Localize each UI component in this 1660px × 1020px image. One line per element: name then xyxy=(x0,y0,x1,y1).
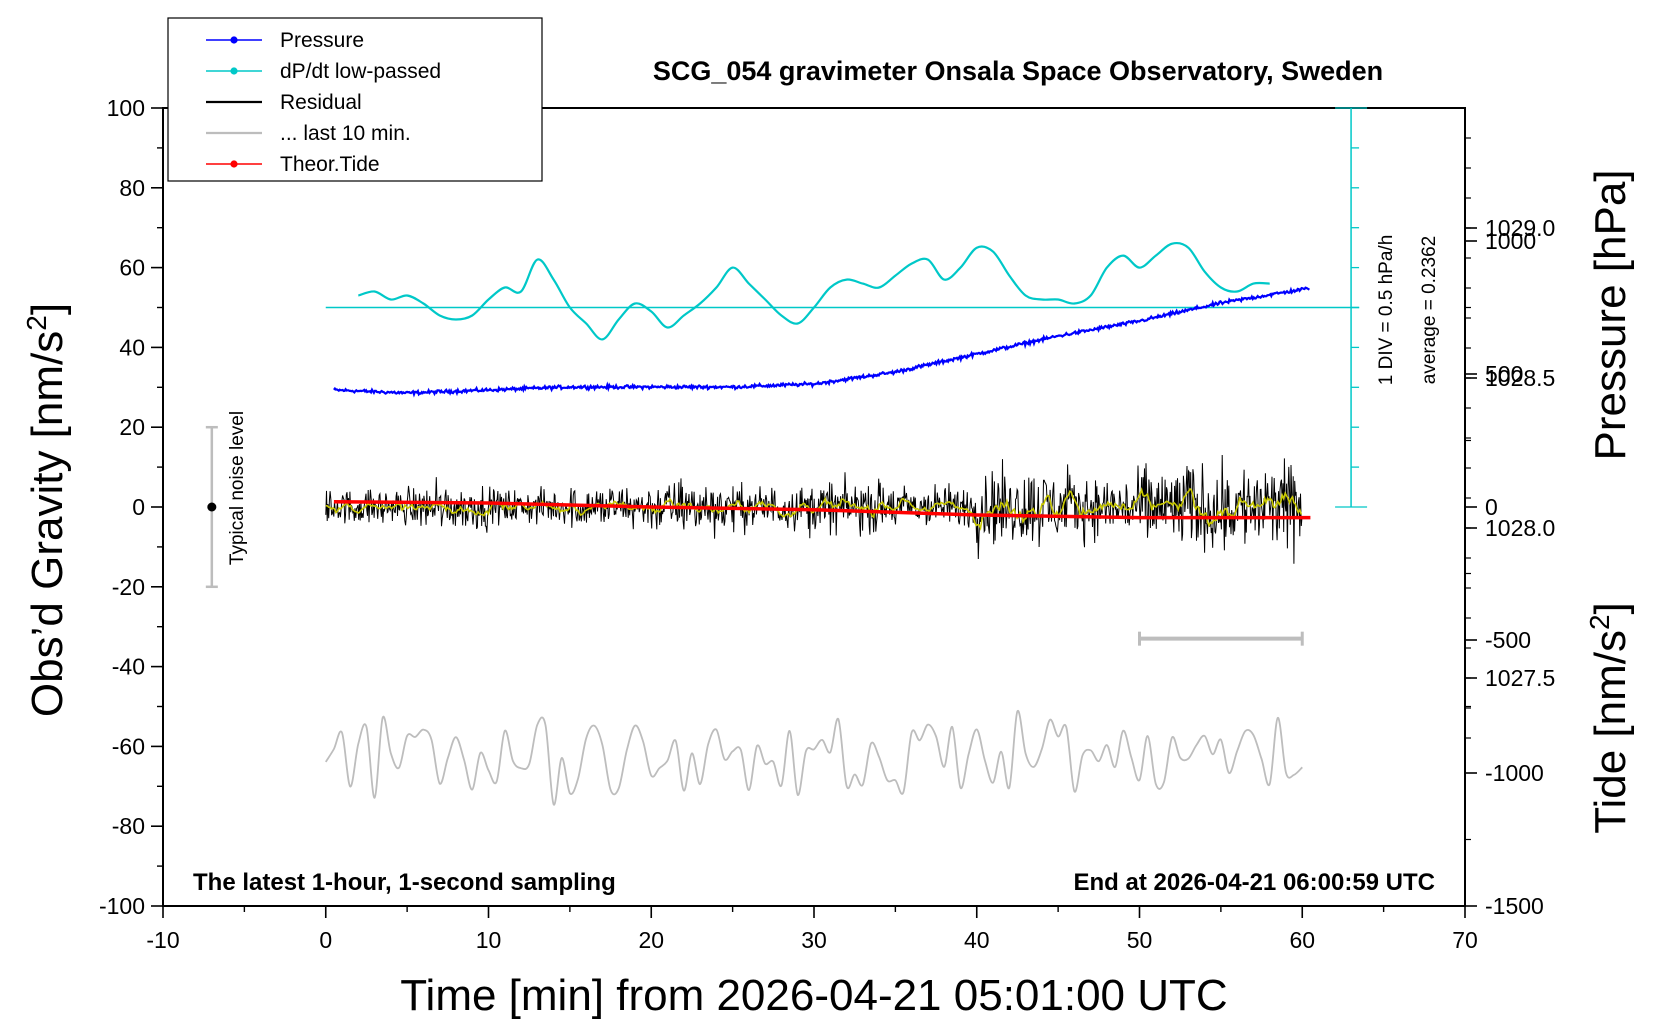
y-tick-label: -40 xyxy=(112,654,145,680)
y-axis-label-left: Obs’d Gravity [nm/s2] xyxy=(21,303,72,717)
y-axis-label-pressure: Pressure [hPa] xyxy=(1586,169,1635,460)
x-tick-label: 60 xyxy=(1289,927,1315,953)
legend-label: ... last 10 min. xyxy=(280,122,411,145)
tide-tick-label: 500 xyxy=(1485,361,1523,387)
x-axis-label: Time [min] from 2026-04-21 05:01:00 UTC xyxy=(400,971,1227,1020)
x-tick-label: 50 xyxy=(1127,927,1153,953)
legend-label: Pressure xyxy=(280,29,364,52)
x-tick-label: 70 xyxy=(1452,927,1478,953)
y-tick-label: 20 xyxy=(119,414,145,440)
axes-layer: -10 0 10 20 30 40 50 60 70100806040200-20-40-60-… xyxy=(99,95,1555,953)
tide-tick-label: -1500 xyxy=(1485,893,1544,919)
y-axis-label-tide: Tide [nm/s2] xyxy=(1584,602,1635,834)
y-tick-label: -80 xyxy=(112,813,145,839)
bottom-left-note: The latest 1-hour, 1-second sampling xyxy=(193,869,616,896)
data-layer xyxy=(205,107,1368,806)
y-tick-label: 40 xyxy=(119,334,145,360)
y-tick-label: 80 xyxy=(119,175,145,201)
pressure-tick-label: 1028.0 xyxy=(1485,515,1555,541)
pressure-line xyxy=(333,286,1310,398)
x-tick-label: 30 xyxy=(801,927,827,953)
x-tick-label: 10 xyxy=(476,927,502,953)
last10-line xyxy=(325,710,1303,806)
legend-label: dP/dt low-passed xyxy=(280,60,441,83)
residual-smoothed-line xyxy=(325,486,1303,531)
y-tick-label: -20 xyxy=(112,574,145,600)
legend-items: Pressure dP/dt low-passed Residual ... last… xyxy=(206,29,441,176)
legend-marker xyxy=(230,67,238,75)
tide-tick-label: 1000 xyxy=(1485,228,1536,254)
average-label: average = 0.2362 xyxy=(1419,236,1440,384)
legend-box xyxy=(167,17,543,182)
legend-label: Residual xyxy=(280,91,362,114)
x-tick-label: 20 xyxy=(638,927,664,953)
legend-label: Theor.Tide xyxy=(280,153,380,176)
tide-tick-label: 0 xyxy=(1485,494,1498,520)
legend: Pressure dP/dt low-passed Residual ... last… xyxy=(167,17,543,182)
legend-marker xyxy=(230,160,238,168)
y-tick-label: 100 xyxy=(107,95,145,121)
tide-tick-label: -1000 xyxy=(1485,760,1544,786)
x-tick-label: -10 xyxy=(146,927,179,953)
div-label: 1 DIV = 0.5 hPa/h xyxy=(1376,235,1397,386)
y-tick-label: 60 xyxy=(119,255,145,281)
pressure-tick-label: 1027.5 xyxy=(1485,665,1555,691)
x-tick-label: 40 xyxy=(964,927,990,953)
noise-center-dot xyxy=(207,502,217,512)
y-tick-label: -60 xyxy=(112,733,145,759)
dpdt-line xyxy=(357,241,1270,341)
chart-title: SCG_054 gravimeter Onsala Space Observat… xyxy=(653,56,1383,86)
pressure-tick-label: 1029.0 xyxy=(1485,215,1555,241)
y-tick-label: 0 xyxy=(132,494,145,520)
residual-line xyxy=(325,454,1303,564)
tide-tick-label: -500 xyxy=(1485,627,1531,653)
bottom-right-note: End at 2026-04-21 06:00:59 UTC xyxy=(1074,869,1436,896)
x-tick-label: 0 xyxy=(319,927,332,953)
legend-marker xyxy=(230,36,238,44)
pressure-tick-label: 1028.5 xyxy=(1485,365,1555,391)
y-tick-label: -100 xyxy=(99,893,145,919)
tide-line xyxy=(333,499,1311,520)
noise-level-label: Typical noise level xyxy=(227,411,248,565)
